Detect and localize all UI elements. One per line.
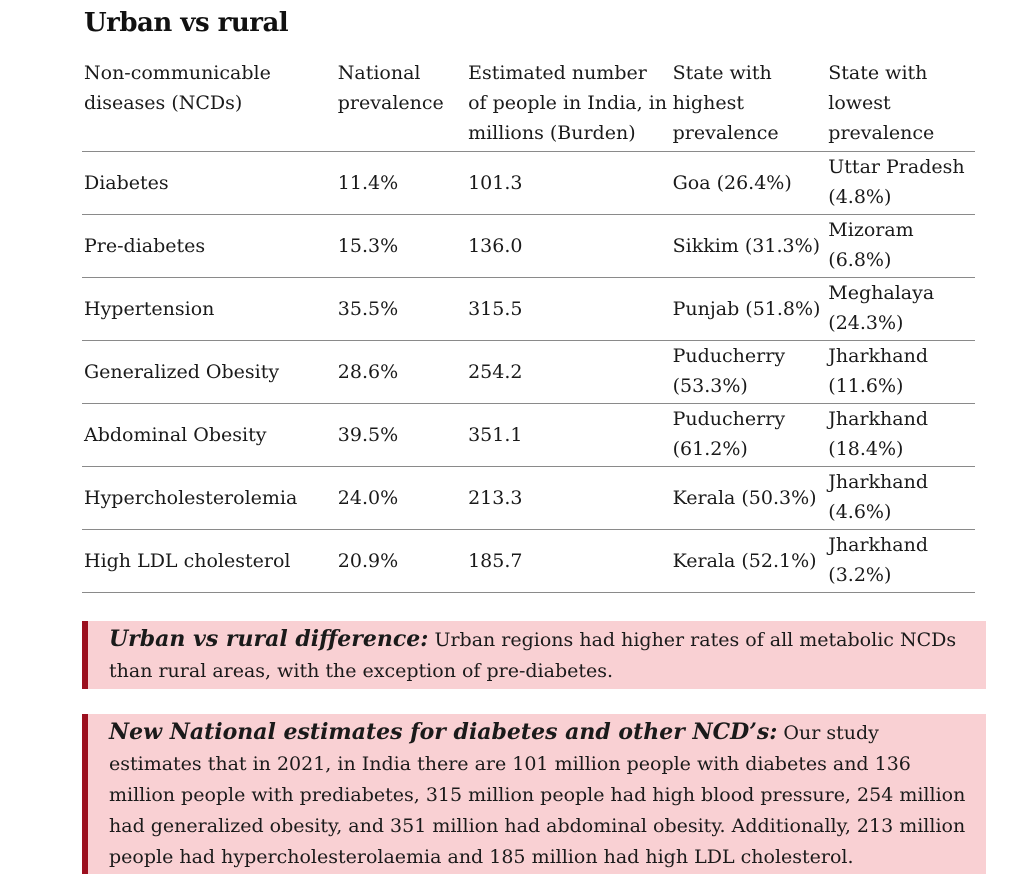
cell-lowest: Mizoram (6.8%) [826,214,975,278]
callout-lead: New National estimates for diabetes and … [109,719,778,745]
page-title: Urban vs rural [84,8,289,38]
cell-lowest: Jharkhand (11.6%) [826,340,975,404]
table-row: Abdominal Obesity 39.5% 351.1 Puducherry… [82,403,975,467]
cell-burden: 351.1 [466,403,671,467]
table-row: Hypercholesterolemia 24.0% 213.3 Kerala … [82,466,975,530]
cell-highest: Punjab (51.8%) [670,277,827,341]
header-national-prevalence: National prevalence [335,58,467,152]
callout-text: Urban regions had higher rates of all me… [109,629,957,682]
cell-prevalence: 11.4% [335,151,467,215]
cell-prevalence: 39.5% [335,403,467,467]
cell-disease: Diabetes [82,151,336,215]
header-highest-state: State with highest prevalence [670,58,827,152]
cell-lowest: Jharkhand (18.4%) [826,403,975,467]
cell-disease: Hypertension [82,277,336,341]
cell-disease: Abdominal Obesity [82,403,336,467]
cell-prevalence: 20.9% [335,529,467,593]
cell-prevalence: 15.3% [335,214,467,278]
cell-disease: Generalized Obesity [82,340,336,404]
cell-highest: Sikkim (31.3%) [670,214,827,278]
header-burden: Estimated number of people in India, in … [466,58,671,152]
callout-text: Our study estimates that in 2021, in Ind… [109,722,966,868]
cell-highest: Puducherry (61.2%) [670,403,827,467]
table-row: Pre-diabetes 15.3% 136.0 Sikkim (31.3%) … [82,214,975,278]
ncd-table: Non-communicable diseases (NCDs) Nationa… [82,58,975,593]
cell-disease: Hypercholesterolemia [82,466,336,530]
cell-burden: 254.2 [466,340,671,404]
cell-lowest: Uttar Pradesh (4.8%) [826,151,975,215]
cell-lowest: Jharkhand (3.2%) [826,529,975,593]
cell-lowest: Jharkhand (4.6%) [826,466,975,530]
cell-highest: Kerala (50.3%) [670,466,827,530]
table-row: Diabetes 11.4% 101.3 Goa (26.4%) Uttar P… [82,151,975,215]
cell-disease: Pre-diabetes [82,214,336,278]
cell-burden: 136.0 [466,214,671,278]
cell-prevalence: 35.5% [335,277,467,341]
cell-highest: Goa (26.4%) [670,151,827,215]
cell-burden: 185.7 [466,529,671,593]
cell-prevalence: 28.6% [335,340,467,404]
cell-prevalence: 24.0% [335,466,467,530]
cell-disease: High LDL cholesterol [82,529,336,593]
cell-lowest: Meghalaya (24.3%) [826,277,975,341]
cell-highest: Puducherry (53.3%) [670,340,827,404]
table-header-row: Non-communicable diseases (NCDs) Nationa… [82,58,975,152]
callout-lead: Urban vs rural difference: [109,626,429,652]
cell-burden: 315.5 [466,277,671,341]
header-ncd: Non-communicable diseases (NCDs) [82,58,336,152]
callout-national-estimates: New National estimates for diabetes and … [82,714,986,874]
table-row: High LDL cholesterol 20.9% 185.7 Kerala … [82,529,975,593]
table-row: Hypertension 35.5% 315.5 Punjab (51.8%) … [82,277,975,341]
cell-burden: 101.3 [466,151,671,215]
table-row: Generalized Obesity 28.6% 254.2 Puducher… [82,340,975,404]
cell-burden: 213.3 [466,466,671,530]
header-lowest-state: State with lowest prevalence [826,58,975,152]
cell-highest: Kerala (52.1%) [670,529,827,593]
callout-urban-rural: Urban vs rural difference: Urban regions… [82,621,986,689]
